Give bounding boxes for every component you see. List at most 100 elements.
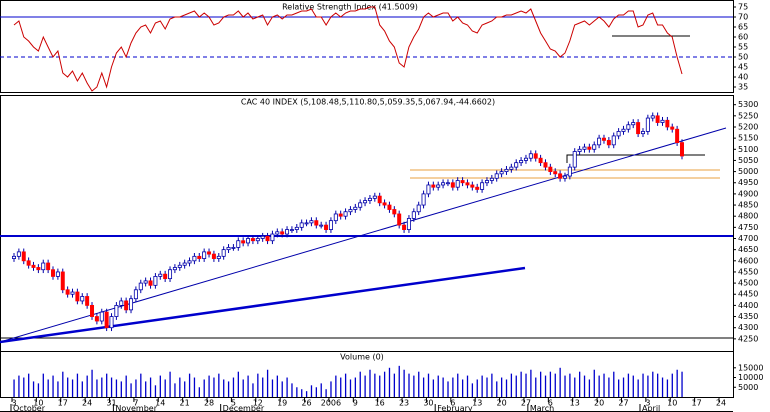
candle-body — [270, 233, 275, 242]
x-tick-label: 21 — [180, 399, 190, 408]
volume-bar — [383, 371, 386, 397]
candle-body — [324, 224, 329, 230]
candle-body — [670, 126, 675, 130]
volume-title: Volume (0) — [340, 353, 384, 362]
candle-body — [528, 153, 533, 159]
candle-body — [426, 184, 431, 195]
volume-bar — [403, 369, 405, 397]
volume-bar — [554, 373, 556, 397]
candle-body — [260, 235, 265, 239]
volume-bar — [379, 375, 381, 397]
x-tick-label: 10 — [33, 399, 43, 408]
y-tick-label: 4700 — [738, 234, 758, 243]
volume-bar — [642, 373, 644, 397]
candle-body — [26, 260, 31, 266]
candle-body — [255, 238, 260, 242]
candle-body — [553, 171, 558, 175]
x-tick-label: 17 — [692, 399, 702, 408]
y-tick-label: 10000 — [738, 373, 763, 382]
volume-bar — [23, 377, 25, 397]
volume-frame — [0, 351, 734, 398]
y-tick-label: 5250 — [738, 111, 758, 120]
candle-body — [246, 238, 251, 244]
candle-body — [494, 173, 499, 179]
candle-body — [275, 231, 280, 235]
x-tick-label: 7 — [133, 399, 138, 408]
candle-body — [431, 184, 436, 188]
month-label: April — [642, 404, 660, 412]
candle-body — [640, 131, 645, 135]
volume-bar — [335, 375, 337, 397]
volume-bar — [135, 379, 137, 397]
candle-body — [397, 213, 402, 226]
volume-bar — [120, 381, 122, 397]
volume-bar — [461, 379, 464, 397]
candle-body — [75, 291, 80, 302]
x-tick-label: 17 — [58, 399, 68, 408]
volume-bar — [305, 391, 308, 397]
y-tick-label: 5000 — [738, 167, 758, 176]
candle-body — [372, 195, 377, 199]
month-label: October — [13, 404, 46, 412]
volume-bar — [315, 387, 318, 397]
volume-bar — [208, 375, 210, 397]
volume-bar — [408, 373, 410, 397]
candle-body — [216, 255, 221, 259]
candle-body — [514, 162, 519, 168]
candle-body — [645, 117, 650, 132]
y-tick-label: 5000 — [738, 383, 758, 392]
y-tick-label: 55 — [738, 43, 748, 52]
candle-body — [177, 264, 182, 268]
x-tick-label: 16 — [375, 399, 385, 408]
trend-line-thick — [0, 266, 526, 344]
volume-bar — [320, 383, 322, 397]
candle-body — [655, 115, 660, 123]
volume-bar — [193, 377, 196, 397]
candle-body — [333, 213, 338, 222]
candle-body — [480, 182, 485, 190]
x-tick-label: 31 — [106, 399, 116, 408]
candle-body — [133, 289, 138, 300]
volume-bar — [37, 383, 40, 397]
x-tick-label: 6 — [450, 399, 455, 408]
rsi-title: Relative Strength Index (41.5009) — [282, 3, 418, 12]
candle-body — [367, 197, 372, 201]
candle-body — [363, 200, 368, 204]
volume-bar — [579, 371, 581, 397]
candle-body — [548, 166, 553, 172]
volume-bar — [447, 381, 449, 397]
candle-body — [587, 146, 592, 150]
candle-body — [85, 296, 90, 306]
candle-body — [16, 251, 21, 257]
y-tick-label: 15000 — [738, 363, 763, 372]
y-tick-label: 4400 — [738, 301, 758, 310]
volume-bar — [232, 377, 235, 397]
volume-bar — [42, 373, 44, 397]
x-tick-label: 3 — [645, 399, 650, 408]
candle-body — [328, 220, 333, 230]
volume-bar — [154, 385, 157, 397]
volume-bar — [432, 379, 435, 397]
rsi-line — [13, 6, 683, 92]
candle-body — [250, 238, 255, 242]
volume-bar — [203, 379, 205, 397]
y-tick-label: 5200 — [738, 122, 758, 131]
volume-bar — [676, 369, 678, 397]
candle-body — [289, 229, 294, 231]
volume-bar — [149, 377, 152, 397]
volume-bar — [593, 369, 595, 397]
volume-bar — [681, 371, 683, 397]
volume-bar — [418, 371, 420, 397]
y-tick-label: 4800 — [738, 212, 758, 221]
volume-bar — [515, 375, 517, 397]
volume-bar — [86, 375, 88, 397]
x-tick-label: 20 — [594, 399, 604, 408]
volume-bar — [632, 375, 634, 397]
y-tick-label: 50 — [738, 53, 748, 62]
candle-body — [187, 260, 192, 264]
candle-body — [499, 171, 504, 175]
volume-bar — [67, 377, 69, 397]
candle-body — [65, 289, 70, 295]
y-tick-label: 4250 — [738, 334, 758, 343]
